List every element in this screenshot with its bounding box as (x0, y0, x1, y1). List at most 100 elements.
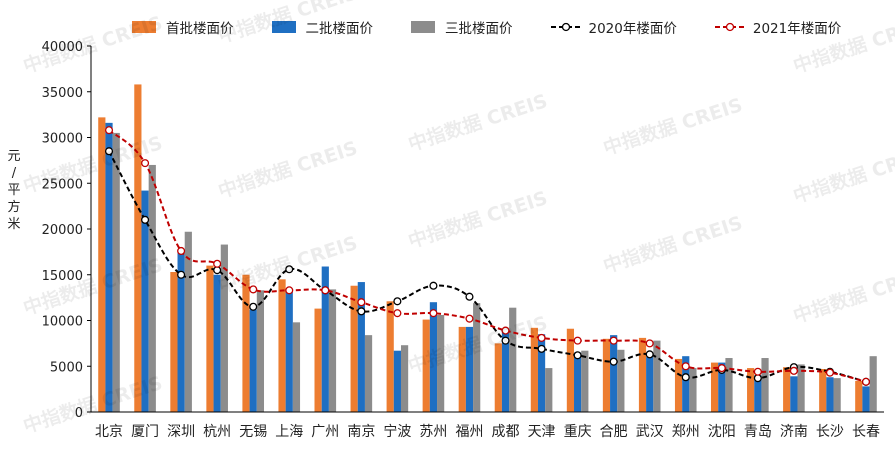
bar (501, 332, 510, 412)
line-point (681, 373, 690, 382)
bar (819, 368, 827, 412)
line-point (429, 309, 438, 318)
x-tick-label: 广州 (311, 424, 339, 440)
legend-item-2021: 2021年楼面价 (714, 17, 841, 37)
x-tick-label: 厦门 (131, 424, 159, 440)
line-point (789, 366, 798, 375)
bar (869, 356, 877, 412)
bar (718, 362, 726, 412)
bar (350, 285, 358, 412)
line-point (357, 298, 366, 307)
line-point (104, 126, 114, 135)
bar (285, 291, 293, 412)
bar (177, 251, 185, 412)
legend-item-second: 二批楼面价 (271, 17, 373, 37)
bar (530, 327, 538, 412)
bar (862, 386, 870, 412)
line-point (104, 147, 114, 156)
bar (105, 122, 113, 413)
line-point (609, 336, 618, 345)
x-tick-label: 郑州 (672, 424, 700, 440)
bar (473, 303, 481, 412)
bar (674, 358, 683, 412)
bar (458, 326, 466, 412)
line-point (753, 367, 762, 376)
line-point (681, 362, 690, 371)
bar (855, 380, 863, 412)
y-tick-label: 20000 (42, 223, 83, 238)
bar (141, 190, 149, 412)
y-tick-label: 15000 (42, 269, 83, 284)
line-point (429, 281, 438, 290)
line-point (717, 364, 726, 373)
y-tick-label: 35000 (42, 86, 83, 101)
bar (328, 289, 337, 412)
bar (170, 272, 178, 412)
bar (184, 231, 192, 412)
x-tick-label: 成都 (492, 424, 520, 440)
bar (646, 357, 654, 412)
line-point (249, 302, 258, 311)
x-tick-label: 南京 (347, 424, 375, 440)
line-point (393, 297, 402, 306)
bar (574, 352, 582, 412)
bar (213, 274, 221, 412)
line-point (537, 333, 546, 342)
line-point (465, 292, 474, 301)
line-point (321, 286, 330, 295)
x-tick-label: 武汉 (636, 424, 664, 440)
line-point (177, 270, 186, 279)
legend-item-first: 首批楼面价 (132, 17, 234, 37)
line-point (141, 215, 150, 224)
y-tick-label: 40000 (42, 40, 83, 55)
legend-swatch-2020 (550, 22, 581, 32)
y-axis-label: 元 / 平方米 (7, 148, 21, 233)
bar (220, 244, 228, 412)
bar (566, 328, 575, 412)
line-point (609, 357, 618, 366)
bar (256, 290, 265, 412)
bar (509, 307, 517, 412)
x-tick-label: 深圳 (167, 424, 195, 440)
y-tick-label: 5000 (50, 360, 83, 375)
bar (437, 315, 445, 412)
bar (682, 356, 690, 412)
line-point (393, 309, 402, 318)
legend: 首批楼面价 二批楼面价 三批楼面价 2020年楼面价 2021年楼面价 (132, 16, 879, 38)
bar (278, 279, 286, 412)
line-point (645, 350, 654, 359)
bar (386, 301, 394, 412)
legend-label-first: 首批楼面价 (166, 21, 234, 37)
x-tick-label: 沈阳 (708, 424, 736, 440)
line-point (645, 339, 654, 348)
bar (134, 84, 142, 413)
bar (98, 117, 106, 413)
bar (465, 326, 474, 412)
bar (148, 164, 156, 412)
y-axis-label-char: 米 (7, 217, 21, 232)
line-point (573, 351, 582, 360)
x-tick-label: 长沙 (816, 424, 844, 440)
line-point (501, 336, 510, 345)
y-axis-label-char: / (11, 166, 17, 181)
line-point (465, 314, 474, 323)
x-tick-label: 长春 (852, 424, 880, 440)
line-point (357, 307, 366, 316)
bar (797, 364, 805, 412)
bar (400, 345, 409, 412)
bar (422, 319, 430, 412)
line-point (573, 336, 582, 345)
line-point (285, 265, 294, 274)
series-line (108, 129, 867, 383)
bar (545, 368, 553, 412)
bar (429, 302, 438, 412)
bar (292, 322, 301, 412)
y-tick-label: 30000 (42, 132, 83, 147)
bar (761, 358, 769, 412)
y-tick-label: 10000 (42, 315, 83, 330)
bar (314, 308, 322, 412)
bar (602, 338, 611, 412)
y-tick-label: 25000 (42, 177, 83, 192)
x-tick-label: 北京 (95, 424, 123, 440)
